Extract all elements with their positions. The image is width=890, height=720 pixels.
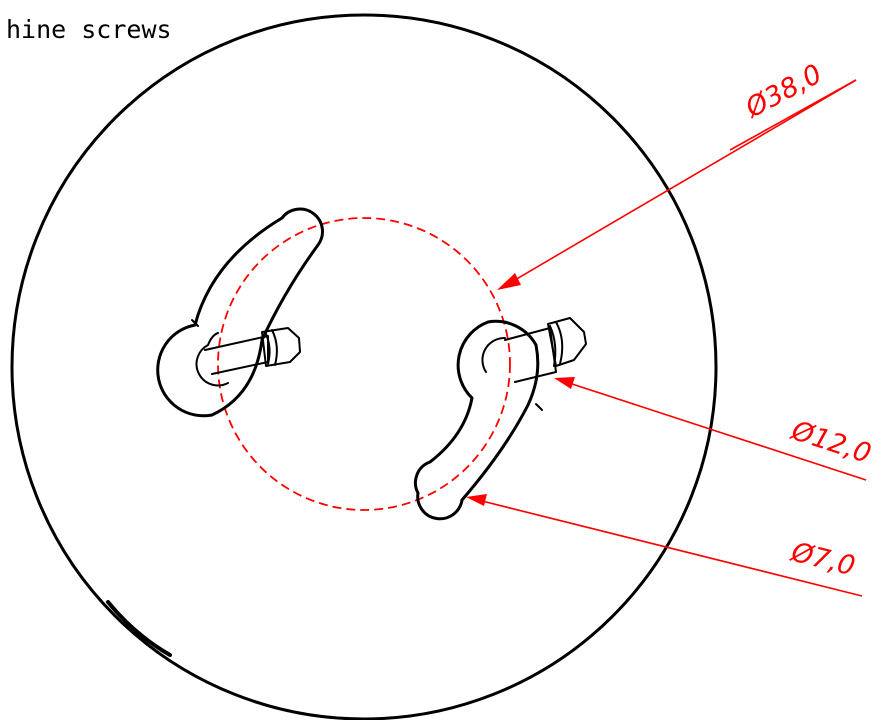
right-screw-head: [547, 317, 587, 367]
pitch-circle: [217, 217, 511, 511]
right-screw: [504, 317, 587, 383]
left-slot-outline: [156, 207, 324, 418]
arrowhead-12: [554, 377, 575, 389]
dimension-pitch-circle: Ø38,0: [497, 59, 857, 290]
arrowhead-38: [497, 273, 521, 290]
leader-line-38: [507, 79, 857, 285]
right-slot-outline: [413, 319, 540, 521]
left-screw-head-edge-2: [265, 333, 271, 365]
left-keyhole-slot: [156, 207, 324, 418]
arrowhead-7: [466, 494, 487, 506]
left-screw: [204, 327, 301, 375]
left-slot-inner-arc: [195, 332, 229, 387]
left-slot-tick: [191, 319, 199, 327]
leader-line-7: [477, 499, 863, 597]
right-slot-tick: [535, 403, 543, 411]
dimension-label-12: Ø12,0: [787, 415, 875, 470]
rim-mark: [106, 600, 172, 657]
left-screw-shank: [204, 335, 269, 375]
dimension-label-38: Ø38,0: [740, 59, 827, 125]
dim-shoulder-38: [729, 79, 857, 151]
left-screw-head-edge: [271, 329, 278, 366]
right-screw-head-edge-2: [549, 325, 557, 367]
left-screw-head: [261, 327, 301, 367]
leader-line-12: [565, 381, 867, 481]
outer-disc-outline: [10, 13, 718, 720]
dimension-slot-width: Ø7,0: [466, 494, 863, 597]
right-screw-head-edge: [555, 321, 564, 365]
title-fragment: hine screws: [6, 15, 172, 44]
right-keyhole-slot: [413, 319, 543, 521]
right-slot-inner-arc: [481, 336, 506, 373]
dimension-label-7: Ø7,0: [787, 536, 858, 582]
